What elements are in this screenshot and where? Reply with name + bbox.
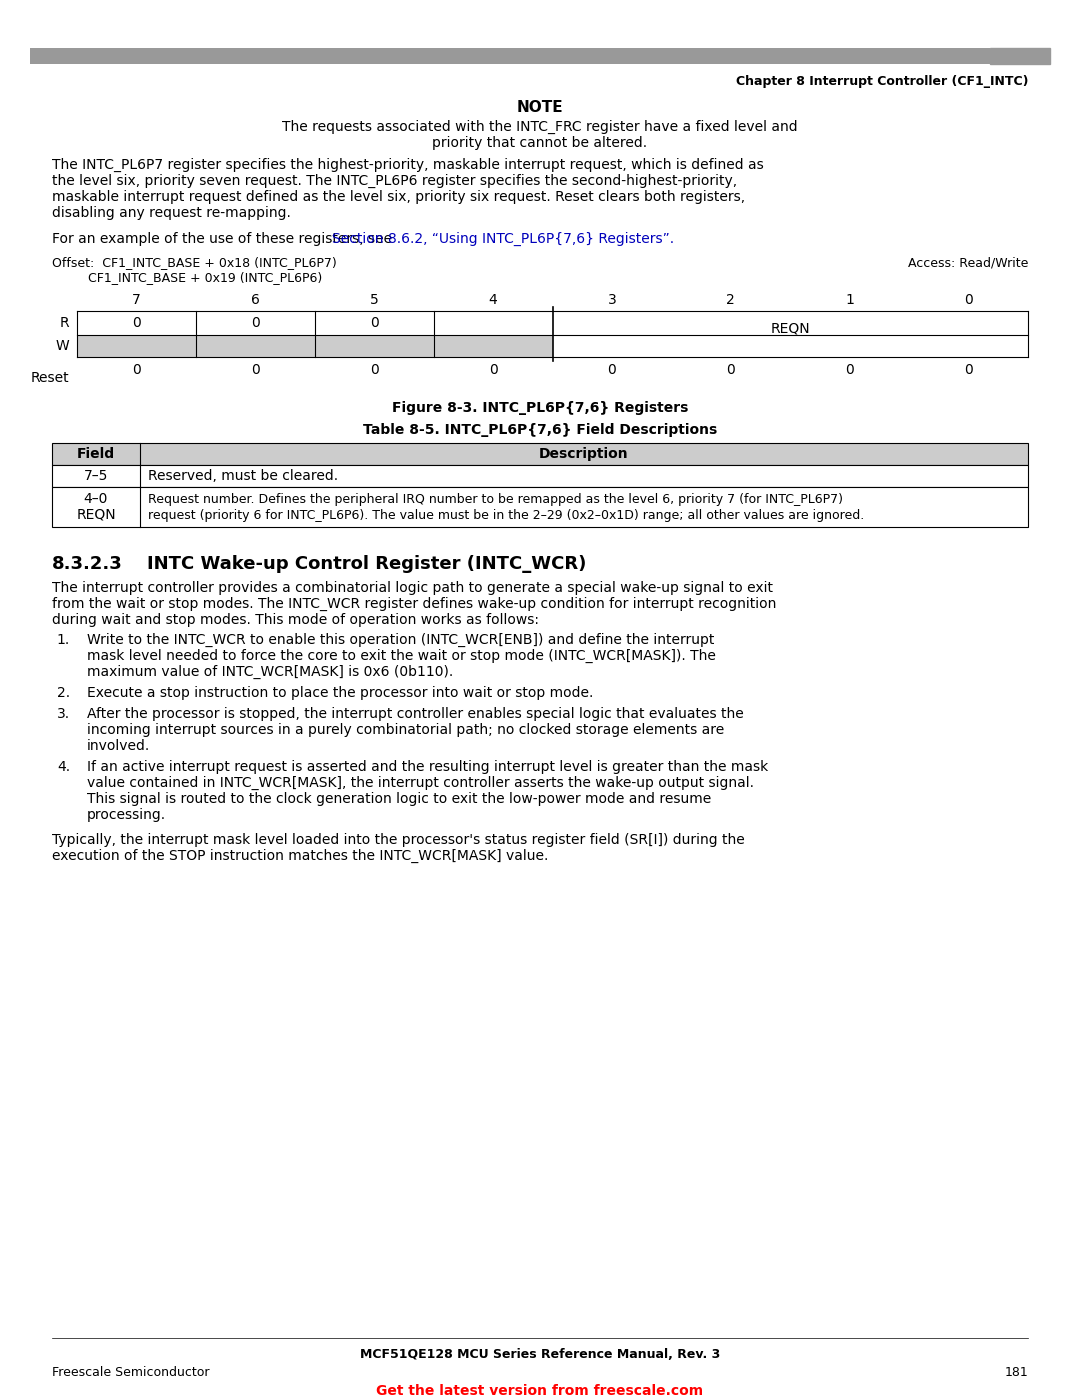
Text: INTC Wake-up Control Register (INTC_WCR): INTC Wake-up Control Register (INTC_WCR) [147, 555, 586, 573]
Bar [434, 335, 553, 358]
Text: 0: 0 [488, 363, 498, 377]
Bar [553, 312, 672, 335]
Text: 1.: 1. [57, 633, 70, 647]
Polygon shape [990, 47, 1050, 64]
Text: Request number. Defines the peripheral IRQ number to be remapped as the level 6,: Request number. Defines the peripheral I… [148, 493, 843, 506]
Text: 2.: 2. [57, 686, 70, 700]
Text: Execute a stop instruction to place the processor into wait or stop mode.: Execute a stop instruction to place the … [87, 686, 593, 700]
Text: 4.: 4. [57, 760, 70, 774]
Text: 0: 0 [369, 316, 379, 330]
Text: maskable interrupt request defined as the level six, priority six request. Reset: maskable interrupt request defined as th… [52, 190, 745, 204]
Text: 5: 5 [369, 293, 379, 307]
Bar [77, 312, 195, 335]
Text: Get the latest version from freescale.com: Get the latest version from freescale.co… [377, 1384, 703, 1397]
Text: MCF51QE128 MCU Series Reference Manual, Rev. 3: MCF51QE128 MCU Series Reference Manual, … [360, 1348, 720, 1361]
Text: Section 8.6.2, “Using INTC_PL6P{7,6} Registers”.: Section 8.6.2, “Using INTC_PL6P{7,6} Reg… [332, 232, 674, 246]
Text: 0: 0 [964, 363, 973, 377]
Text: The requests associated with the INTC_FRC register have a fixed level and: The requests associated with the INTC_FR… [282, 120, 798, 134]
Text: REQN: REQN [77, 509, 116, 522]
Text: 3: 3 [608, 293, 617, 307]
Text: REQN: REQN [770, 321, 810, 335]
Text: priority that cannot be altered.: priority that cannot be altered. [432, 136, 648, 149]
Text: during wait and stop modes. This mode of operation works as follows:: during wait and stop modes. This mode of… [52, 613, 539, 627]
Bar [52, 488, 1028, 527]
Text: 7–5: 7–5 [84, 469, 108, 483]
Text: 1: 1 [846, 293, 854, 307]
Bar [434, 312, 553, 335]
Bar [30, 47, 990, 64]
Text: 0: 0 [251, 363, 259, 377]
Text: 0: 0 [846, 363, 854, 377]
Text: Chapter 8 Interrupt Controller (CF1_INTC): Chapter 8 Interrupt Controller (CF1_INTC… [735, 75, 1028, 88]
Text: maximum value of INTC_WCR[MASK] is 0x6 (0b110).: maximum value of INTC_WCR[MASK] is 0x6 (… [87, 665, 454, 679]
Text: mask level needed to force the core to exit the wait or stop mode (INTC_WCR[MASK: mask level needed to force the core to e… [87, 650, 716, 664]
Text: 0: 0 [369, 363, 379, 377]
Bar [672, 312, 791, 335]
Text: 4–0: 4–0 [84, 492, 108, 506]
Text: W: W [55, 339, 69, 353]
Text: execution of the STOP instruction matches the INTC_WCR[MASK] value.: execution of the STOP instruction matche… [52, 849, 549, 863]
Text: 3.: 3. [57, 707, 70, 721]
Bar [909, 335, 1028, 358]
Text: incoming interrupt sources in a purely combinatorial path; no clocked storage el: incoming interrupt sources in a purely c… [87, 724, 725, 738]
Text: value contained in INTC_WCR[MASK], the interrupt controller asserts the wake-up : value contained in INTC_WCR[MASK], the i… [87, 775, 754, 791]
Text: request (priority 6 for INTC_PL6P6). The value must be in the 2–29 (0x2–0x1D) ra: request (priority 6 for INTC_PL6P6). The… [148, 509, 864, 521]
Bar [553, 335, 672, 358]
Text: This signal is routed to the clock generation logic to exit the low-power mode a: This signal is routed to the clock gener… [87, 792, 712, 806]
Text: 6: 6 [251, 293, 260, 307]
Text: 4: 4 [488, 293, 498, 307]
Text: 0: 0 [964, 293, 973, 307]
Text: Write to the INTC_WCR to enable this operation (INTC_WCR[ENB]) and define the in: Write to the INTC_WCR to enable this ope… [87, 633, 714, 647]
Text: 0: 0 [132, 363, 140, 377]
Text: Typically, the interrupt mask level loaded into the processor's status register : Typically, the interrupt mask level load… [52, 833, 745, 847]
Bar [672, 335, 791, 358]
Text: If an active interrupt request is asserted and the resulting interrupt level is : If an active interrupt request is assert… [87, 760, 768, 774]
Text: Reset: Reset [30, 372, 69, 386]
Text: The INTC_PL6P7 register specifies the highest-priority, maskable interrupt reque: The INTC_PL6P7 register specifies the hi… [52, 158, 764, 172]
Text: 181: 181 [1004, 1366, 1028, 1379]
Text: NOTE: NOTE [516, 101, 564, 115]
Text: 7: 7 [132, 293, 140, 307]
Text: Field: Field [77, 447, 116, 461]
Text: Offset:  CF1_INTC_BASE + 0x18 (INTC_PL6P7): Offset: CF1_INTC_BASE + 0x18 (INTC_PL6P7… [52, 256, 337, 270]
Bar [909, 312, 1028, 335]
Bar [195, 312, 314, 335]
Text: 2: 2 [727, 293, 735, 307]
Text: 8.3.2.3: 8.3.2.3 [52, 555, 123, 573]
Text: For an example of the use of these registers, see: For an example of the use of these regis… [52, 232, 396, 246]
Text: The interrupt controller provides a combinatorial logic path to generate a speci: The interrupt controller provides a comb… [52, 581, 773, 595]
Bar [52, 443, 1028, 465]
Text: 0: 0 [132, 316, 140, 330]
Text: R: R [59, 316, 69, 330]
Text: Access: Read/Write: Access: Read/Write [907, 256, 1028, 270]
Bar [52, 465, 1028, 488]
Text: After the processor is stopped, the interrupt controller enables special logic t: After the processor is stopped, the inte… [87, 707, 744, 721]
Text: from the wait or stop modes. The INTC_WCR register defines wake-up condition for: from the wait or stop modes. The INTC_WC… [52, 597, 777, 610]
Bar [314, 312, 434, 335]
Text: Reserved, must be cleared.: Reserved, must be cleared. [148, 469, 338, 483]
Text: disabling any request re-mapping.: disabling any request re-mapping. [52, 205, 291, 219]
Bar [791, 312, 909, 335]
Text: Figure 8-3. INTC_PL6P{7,6} Registers: Figure 8-3. INTC_PL6P{7,6} Registers [392, 401, 688, 415]
Text: the level six, priority seven request. The INTC_PL6P6 register specifies the sec: the level six, priority seven request. T… [52, 175, 738, 189]
Bar [195, 335, 314, 358]
Bar [791, 335, 909, 358]
Bar [314, 335, 434, 358]
Text: Description: Description [539, 447, 629, 461]
Bar [77, 335, 195, 358]
Text: 0: 0 [608, 363, 617, 377]
Text: involved.: involved. [87, 739, 150, 753]
Text: 0: 0 [251, 316, 259, 330]
Text: Freescale Semiconductor: Freescale Semiconductor [52, 1366, 210, 1379]
Text: CF1_INTC_BASE + 0x19 (INTC_PL6P6): CF1_INTC_BASE + 0x19 (INTC_PL6P6) [52, 271, 322, 284]
Text: processing.: processing. [87, 807, 166, 821]
Text: 0: 0 [727, 363, 735, 377]
Text: Table 8-5. INTC_PL6P{7,6} Field Descriptions: Table 8-5. INTC_PL6P{7,6} Field Descript… [363, 423, 717, 437]
